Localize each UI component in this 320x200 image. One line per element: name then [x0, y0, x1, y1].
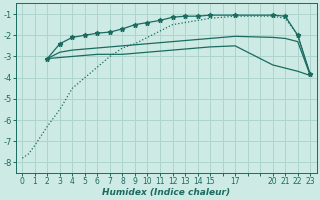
X-axis label: Humidex (Indice chaleur): Humidex (Indice chaleur): [102, 188, 230, 197]
